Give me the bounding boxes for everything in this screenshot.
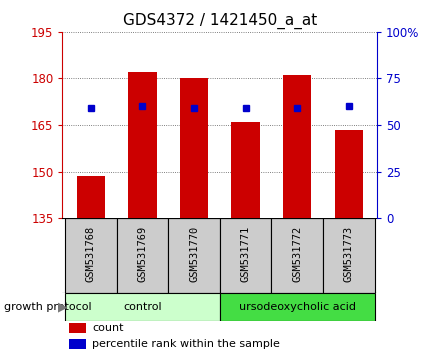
Bar: [69, 323, 86, 333]
Text: control: control: [123, 302, 161, 312]
Text: GSM531773: GSM531773: [343, 226, 353, 282]
Text: ▶: ▶: [58, 301, 68, 314]
Bar: [65, 292, 219, 321]
Text: GSM531768: GSM531768: [86, 226, 95, 282]
Text: GSM531771: GSM531771: [240, 226, 250, 282]
Bar: [219, 292, 374, 321]
Bar: [117, 218, 168, 292]
Bar: [179, 78, 208, 218]
Text: growth protocol: growth protocol: [4, 302, 92, 312]
Bar: [219, 218, 271, 292]
Text: percentile rank within the sample: percentile rank within the sample: [92, 339, 280, 349]
Bar: [334, 130, 362, 218]
Bar: [231, 122, 259, 218]
Text: ursodeoxycholic acid: ursodeoxycholic acid: [238, 302, 355, 312]
Bar: [65, 218, 117, 292]
Bar: [69, 339, 86, 349]
Bar: [168, 218, 219, 292]
Bar: [322, 218, 374, 292]
Bar: [271, 218, 322, 292]
Bar: [128, 72, 156, 218]
Title: GDS4372 / 1421450_a_at: GDS4372 / 1421450_a_at: [123, 13, 316, 29]
Text: GSM531769: GSM531769: [137, 226, 147, 282]
Text: count: count: [92, 323, 123, 333]
Bar: [77, 176, 105, 218]
Bar: [283, 75, 310, 218]
Text: GSM531770: GSM531770: [189, 226, 199, 282]
Text: GSM531772: GSM531772: [292, 226, 301, 282]
